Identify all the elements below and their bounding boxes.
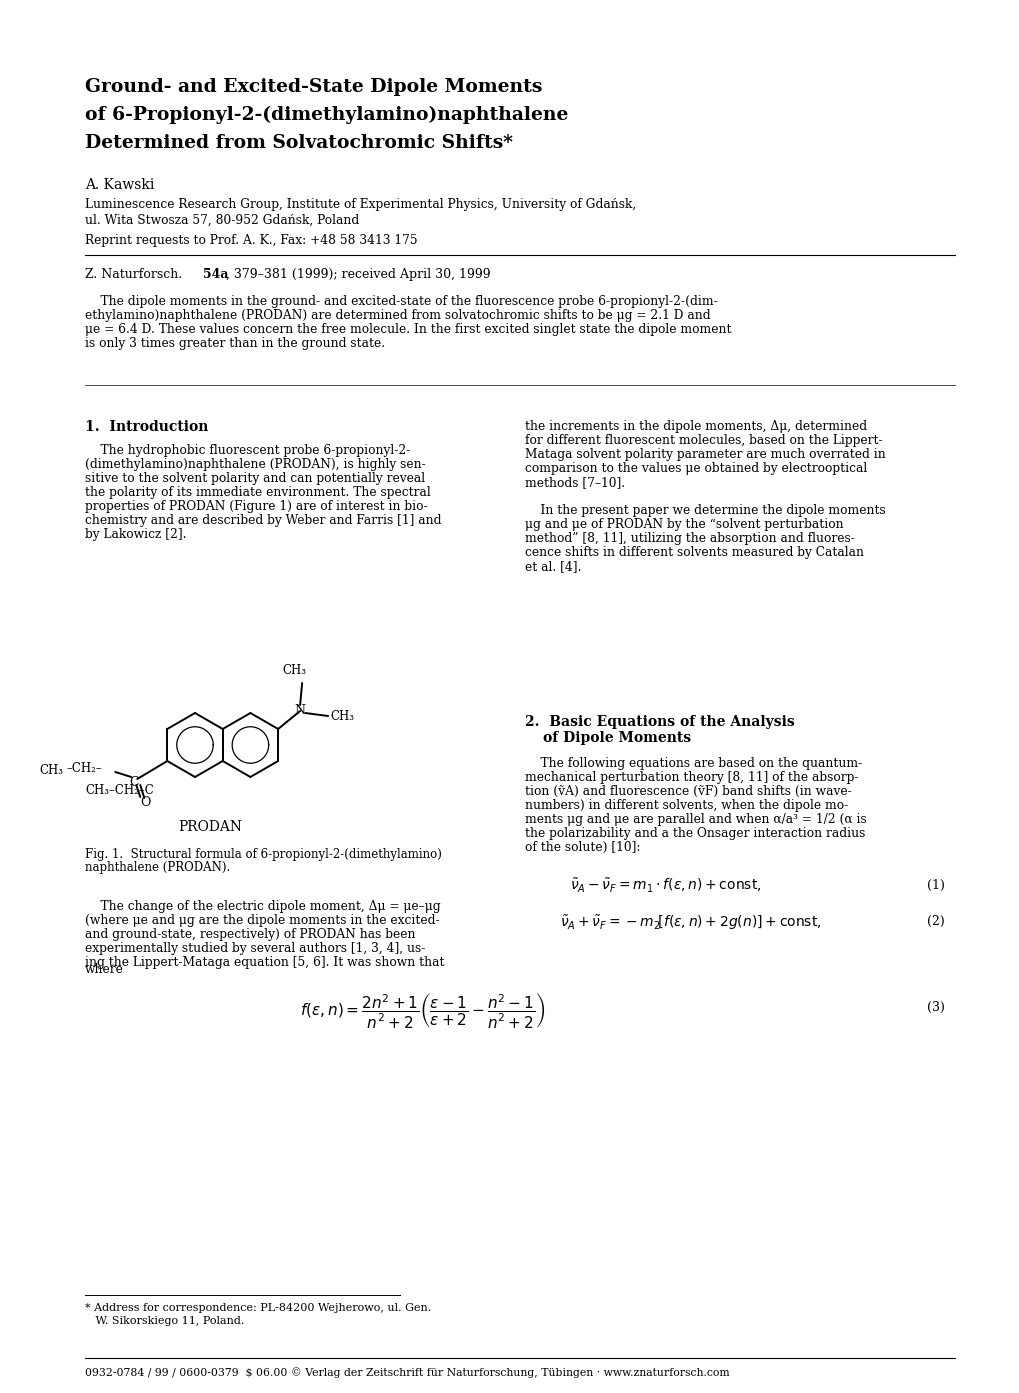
Text: properties of PRODAN (Figure 1) are of interest in bio-: properties of PRODAN (Figure 1) are of i… [85,500,427,513]
Text: Mataga solvent polarity parameter are much overrated in: Mataga solvent polarity parameter are mu… [525,449,884,461]
Text: Ground- and Excited-State Dipole Moments: Ground- and Excited-State Dipole Moments [85,78,542,96]
Text: ethylamino)naphthalene (PRODAN) are determined from solvatochromic shifts to be : ethylamino)naphthalene (PRODAN) are dete… [85,309,710,322]
Text: method” [8, 11], utilizing the absorption and fluores-: method” [8, 11], utilizing the absorptio… [525,532,854,545]
Text: of 6-Propionyl-2-(dimethylamino)naphthalene: of 6-Propionyl-2-(dimethylamino)naphthal… [85,106,568,124]
Text: C: C [129,776,139,788]
Text: $\tilde{\nu}_A + \tilde{\nu}_F = -m_2\!\left[f(\varepsilon,n)+2g(n)\right]+\math: $\tilde{\nu}_A + \tilde{\nu}_F = -m_2\!\… [559,912,820,932]
Text: $\tilde{\nu}_A - \tilde{\nu}_F = m_1 \cdot f(\varepsilon,n)+\mathrm{const},$: $\tilde{\nu}_A - \tilde{\nu}_F = m_1 \cd… [570,878,761,896]
Text: methods [7–10].: methods [7–10]. [525,476,625,489]
Text: The following equations are based on the quantum-: The following equations are based on the… [525,756,861,770]
Text: ments μg and μe are parallel and when α/a³ = 1/2 (α is: ments μg and μe are parallel and when α/… [525,814,866,826]
Text: (3): (3) [926,1002,944,1014]
Text: cence shifts in different solvents measured by Catalan: cence shifts in different solvents measu… [525,546,863,559]
Text: tion (ṽA) and fluorescence (ṽF) band shifts (in wave-: tion (ṽA) and fluorescence (ṽF) band shi… [525,786,851,798]
Text: CH₃: CH₃ [282,664,306,677]
Text: O: O [140,797,151,809]
Text: A. Kawski: A. Kawski [85,178,154,192]
Text: comparison to the values μe obtained by electrooptical: comparison to the values μe obtained by … [525,462,866,475]
Text: mechanical perturbation theory [8, 11] of the absorp-: mechanical perturbation theory [8, 11] o… [525,770,858,784]
Text: CH₃: CH₃ [40,765,63,777]
Text: is only 3 times greater than in the ground state.: is only 3 times greater than in the grou… [85,337,385,350]
Text: the polarity of its immediate environment. The spectral: the polarity of its immediate environmen… [85,486,430,499]
Text: sitive to the solvent polarity and can potentially reveal: sitive to the solvent polarity and can p… [85,472,425,485]
Text: –CH₂–: –CH₂– [66,762,102,776]
Text: Z. Naturforsch.: Z. Naturforsch. [85,267,185,281]
Text: numbers) in different solvents, when the dipole mo-: numbers) in different solvents, when the… [525,800,848,812]
Text: μg and μe of PRODAN by the “solvent perturbation: μg and μe of PRODAN by the “solvent pert… [525,518,843,531]
Text: the increments in the dipole moments, Δμ, determined: the increments in the dipole moments, Δμ… [525,421,866,433]
Text: Luminescence Research Group, Institute of Experimental Physics, University of Gd: Luminescence Research Group, Institute o… [85,198,636,210]
Text: (dimethylamino)naphthalene (PRODAN), is highly sen-: (dimethylamino)naphthalene (PRODAN), is … [85,458,425,471]
Text: for different fluorescent molecules, based on the Lippert-: for different fluorescent molecules, bas… [525,435,881,447]
Text: Reprint requests to Prof. A. K., Fax: +48 58 3413 175: Reprint requests to Prof. A. K., Fax: +4… [85,234,417,247]
Text: 1.  Introduction: 1. Introduction [85,421,208,435]
Text: of the solute) [10]:: of the solute) [10]: [525,841,640,854]
Text: and ground-state, respectively) of PRODAN has been: and ground-state, respectively) of PRODA… [85,928,415,942]
Text: PRODAN: PRODAN [178,820,242,834]
Text: , 379–381 (1999); received April 30, 1999: , 379–381 (1999); received April 30, 199… [226,267,490,281]
Text: 0932-0784 / 99 / 0600-0379  $ 06.00 © Verlag der Zeitschrift für Naturforschung,: 0932-0784 / 99 / 0600-0379 $ 06.00 © Ver… [85,1367,729,1378]
Text: chemistry and are described by Weber and Farris [1] and: chemistry and are described by Weber and… [85,514,441,527]
Text: by Lakowicz [2].: by Lakowicz [2]. [85,528,186,540]
Text: CH₃–CH₂–C: CH₃–CH₂–C [85,783,154,797]
Text: W. Sikorskiego 11, Poland.: W. Sikorskiego 11, Poland. [85,1316,245,1326]
Text: Determined from Solvatochromic Shifts*: Determined from Solvatochromic Shifts* [85,134,513,152]
Text: et al. [4].: et al. [4]. [525,560,581,573]
Text: of Dipole Moments: of Dipole Moments [542,731,691,745]
Text: (2): (2) [926,915,944,928]
Text: * Address for correspondence: PL-84200 Wejherowo, ul. Gen.: * Address for correspondence: PL-84200 W… [85,1302,431,1314]
Text: 2.  Basic Equations of the Analysis: 2. Basic Equations of the Analysis [525,715,794,729]
Text: (where μe and μg are the dipole moments in the excited-: (where μe and μg are the dipole moments … [85,914,439,926]
Text: In the present paper we determine the dipole moments: In the present paper we determine the di… [525,504,884,517]
Text: naphthalene (PRODAN).: naphthalene (PRODAN). [85,861,230,873]
Text: where: where [85,963,123,976]
Text: the polarizability and a the Onsager interaction radius: the polarizability and a the Onsager int… [525,827,864,840]
Text: N: N [294,705,306,717]
Text: ing the Lippert-Mataga equation [5, 6]. It was shown that: ing the Lippert-Mataga equation [5, 6]. … [85,956,444,970]
Text: Fig. 1.  Structural formula of 6-propionyl-2-(dimethylamino): Fig. 1. Structural formula of 6-propiony… [85,848,441,861]
Text: (1): (1) [926,879,944,892]
Text: The hydrophobic fluorescent probe 6-propionyl-2-: The hydrophobic fluorescent probe 6-prop… [85,444,410,457]
Text: CH₃: CH₃ [330,709,354,723]
Text: ul. Wita Stwosza 57, 80-952 Gdańsk, Poland: ul. Wita Stwosza 57, 80-952 Gdańsk, Pola… [85,215,359,227]
Text: μe = 6.4 D. These values concern the free molecule. In the first excited singlet: μe = 6.4 D. These values concern the fre… [85,323,731,336]
Text: experimentally studied by several authors [1, 3, 4], us-: experimentally studied by several author… [85,942,425,956]
Text: 54a: 54a [203,267,228,281]
Text: The change of the electric dipole moment, Δμ = μe–μg: The change of the electric dipole moment… [85,900,440,912]
Text: $f(\varepsilon,n) = \dfrac{2n^2+1}{n^2+2}\left(\dfrac{\varepsilon-1}{\varepsilon: $f(\varepsilon,n) = \dfrac{2n^2+1}{n^2+2… [300,990,545,1029]
Text: The dipole moments in the ground- and excited-state of the fluorescence probe 6-: The dipole moments in the ground- and ex… [85,295,717,308]
